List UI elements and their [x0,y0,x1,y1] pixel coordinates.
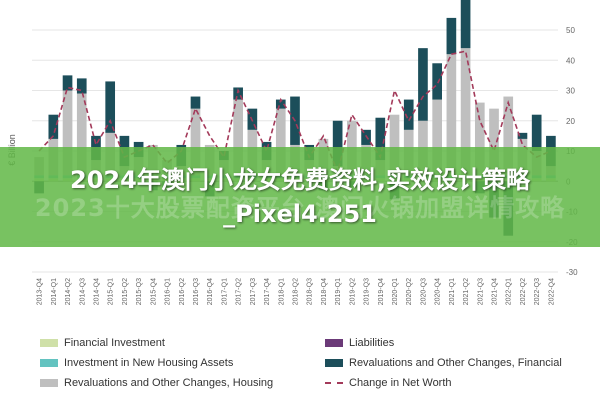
bar [375,117,386,161]
x-tick-label: 2018-Q1 [278,278,285,305]
bar [62,75,73,91]
legend-swatch [40,359,58,367]
x-tick-label: 2015-Q4 [150,278,157,305]
bar [389,114,400,176]
x-tick-label: 2017-Q1 [221,278,228,305]
bar [190,108,201,176]
x-tick-label: 2022-Q4 [548,278,555,305]
bar [275,99,286,109]
x-tick-label: 2022-Q3 [534,278,541,305]
x-tick-label: 2015-Q3 [136,278,143,305]
bar [432,63,442,100]
x-tick-label: 2021-Q3 [477,278,484,305]
bar [332,120,343,167]
x-tick-label: 2014-Q1 [51,278,58,305]
x-tick-label: 2022-Q2 [520,278,527,305]
bar [233,87,243,100]
y-tick-label: 30 [566,87,575,96]
bar [233,99,243,176]
x-tick-label: 2013-Q4 [37,278,44,305]
legend-item-reval-financial: Revaluations and Other Changes, Financia… [325,357,562,369]
bar [432,99,442,176]
legend-item-liabilities: Liabilities [325,337,394,349]
bar [446,17,457,55]
bar [361,129,371,145]
bar [460,0,471,49]
legend-label: Investment in New Housing Assets [64,357,234,369]
legend-label: Revaluations and Other Changes, Financia… [349,357,562,369]
legend-item-reval-housing: Revaluations and Other Changes, Housing [40,377,273,389]
x-tick-label: 2020-Q3 [420,278,427,305]
x-tick-label: 2019-Q3 [364,278,371,305]
x-tick-label: 2018-Q3 [307,278,314,305]
legend-swatch [325,382,343,384]
bar [62,90,73,176]
bar [190,96,201,109]
x-tick-label: 2016-Q1 [165,278,172,305]
x-tick-label: 2018-Q2 [293,278,300,305]
x-tick-label: 2020-Q4 [435,278,442,305]
legend-item-new-housing: Investment in New Housing Assets [40,357,233,369]
banner-title: 2024年澳门小龙女免费资料,实效设计策略_Pixel4.251 [70,166,530,228]
bar [105,81,116,133]
bar [517,132,528,139]
bar [531,114,542,151]
x-tick-label: 2017-Q3 [250,278,257,305]
x-tick-label: 2019-Q1 [335,278,342,305]
x-tick-label: 2021-Q4 [492,278,499,305]
legend-item-net-worth: Change in Net Worth [325,377,452,389]
legend-label: Revaluations and Other Changes, Housing [64,377,274,389]
legend-label: Financial Investment [64,337,165,349]
bar [460,48,471,176]
x-tick-label: 2020-Q2 [406,278,413,305]
y-tick-label: 20 [566,117,575,126]
bar [446,54,457,176]
bar [275,108,286,176]
y-tick-label: 40 [566,56,575,65]
promo-banner [0,147,600,247]
x-tick-label: 2014-Q2 [65,278,72,305]
bar [503,96,514,176]
x-tick-label: 2021-Q2 [463,278,470,305]
y-tick-label: 50 [566,26,575,35]
bar [418,48,428,121]
x-tick-label: 2022-Q1 [506,278,513,305]
x-tick-label: 2019-Q2 [349,278,356,305]
legend-swatch [325,339,343,347]
x-tick-label: 2017-Q4 [264,278,271,305]
x-tick-label: 2014-Q3 [79,278,86,305]
bar [403,99,414,130]
x-tick-label: 2016-Q2 [179,278,186,305]
x-tick-label: 2015-Q2 [122,278,129,305]
y-tick-label: -30 [566,268,578,277]
legend-item-financial-investment: Financial Investment [40,337,165,349]
bar [48,114,59,139]
legend-swatch [40,379,58,387]
banner-watermark: 2023十大股票配资平台 澳门火锅加盟详情攻略 [34,194,566,222]
bar [474,102,485,176]
x-tick-labels: 2013-Q4 2014-Q1 2014-Q2 2014-Q3 2014-Q4 2015-… [37,278,556,305]
x-tick-label: 2014-Q4 [93,278,100,305]
chart-legend: Financial Investment Liabilities Investm… [0,330,600,400]
x-tick-label: 2016-Q3 [193,278,200,305]
legend-label: Liabilities [349,337,395,349]
x-tick-label: 2019-Q4 [378,278,385,305]
legend-swatch [40,339,58,347]
x-tick-label: 2018-Q4 [321,278,328,305]
x-tick-label: 2016-Q4 [207,278,214,305]
bar [76,93,87,176]
bar [489,108,499,176]
legend-label: Change in Net Worth [349,377,452,389]
legend-swatch [325,359,343,367]
x-tick-label: 2017-Q2 [236,278,243,305]
bar [76,78,87,94]
x-tick-label: 2020-Q1 [392,278,399,305]
x-tick-label: 2021-Q1 [449,278,456,305]
x-tick-label: 2015-Q1 [108,278,115,305]
